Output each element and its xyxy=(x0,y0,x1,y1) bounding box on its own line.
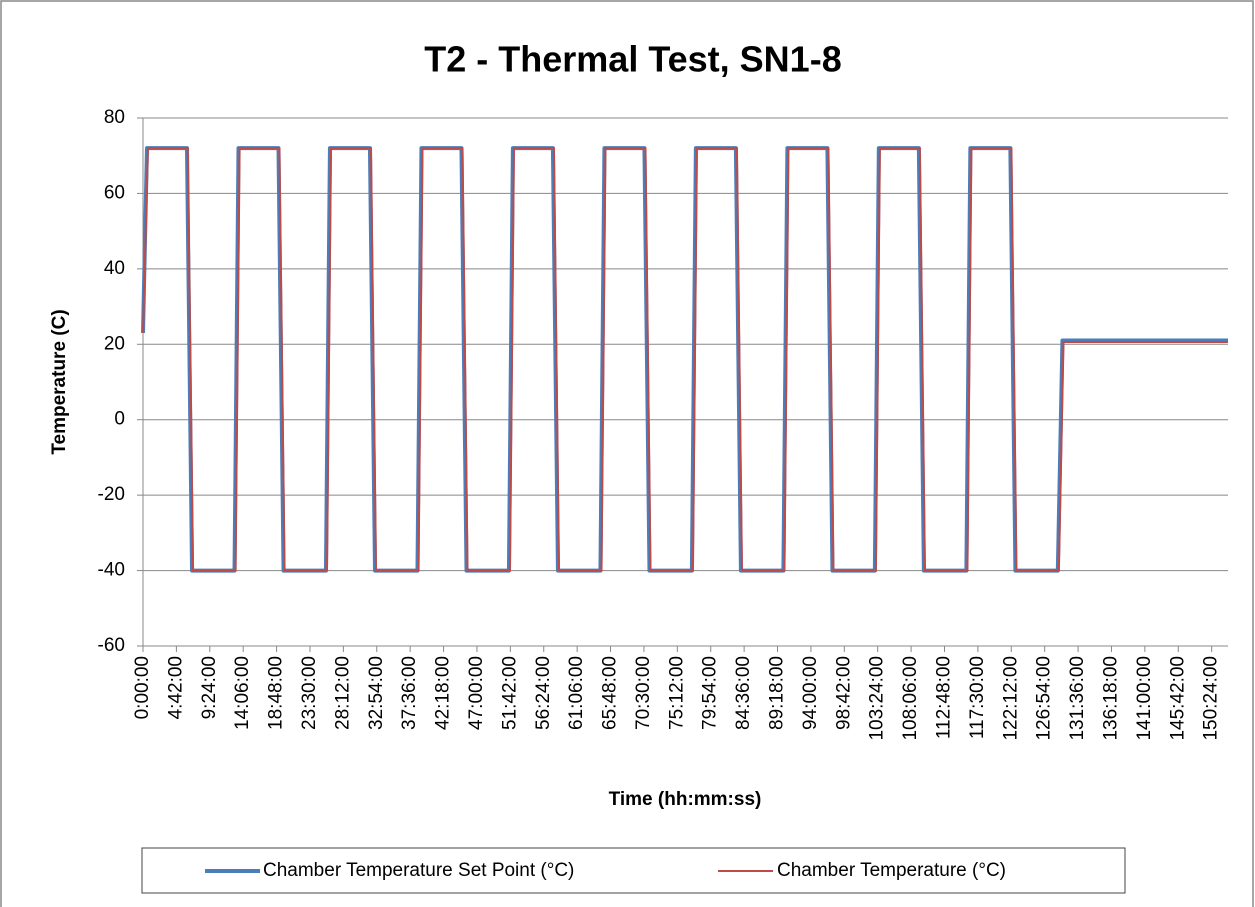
x-tick-label: 94:00:00 xyxy=(800,656,821,730)
y-axis-title: Temperature (C) xyxy=(49,309,70,454)
x-tick-label: 141:00:00 xyxy=(1134,656,1155,741)
x-tick-label: 61:06:00 xyxy=(566,656,587,730)
x-tick-label: 14:06:00 xyxy=(232,656,253,730)
x-tick-label: 4:42:00 xyxy=(165,656,186,719)
y-tick-label: 80 xyxy=(104,107,125,128)
x-tick-label: 84:36:00 xyxy=(733,656,754,730)
x-tick-label: 0:00:00 xyxy=(132,656,153,719)
x-tick-label: 122:12:00 xyxy=(1000,656,1021,741)
x-tick-label: 117:30:00 xyxy=(967,656,988,739)
x-tick-label: 112:48:00 xyxy=(934,656,955,739)
y-tick-label: -40 xyxy=(98,560,125,581)
x-tick-label: 126:54:00 xyxy=(1034,656,1055,741)
y-tick-label: 20 xyxy=(104,333,125,354)
x-tick-label: 89:18:00 xyxy=(767,656,788,730)
x-tick-label: 23:30:00 xyxy=(299,656,320,730)
x-tick-label: 42:18:00 xyxy=(433,656,454,730)
x-tick-label: 9:24:00 xyxy=(199,656,220,719)
x-tick-label: 79:54:00 xyxy=(700,656,721,730)
x-axis-title: Time (hh:mm:ss) xyxy=(609,789,762,810)
x-tick-label: 32:54:00 xyxy=(366,656,387,730)
y-tick-label: -60 xyxy=(98,635,125,656)
x-tick-label: 47:00:00 xyxy=(466,656,487,730)
x-tick-label: 136:18:00 xyxy=(1100,656,1121,741)
x-tick-label: 37:36:00 xyxy=(399,656,420,730)
x-tick-label: 51:42:00 xyxy=(499,656,520,730)
x-tick-label: 65:48:00 xyxy=(600,656,621,730)
x-tick-label: 18:48:00 xyxy=(266,656,287,730)
x-tick-label: 145:42:00 xyxy=(1167,656,1188,741)
x-tick-label: 131:36:00 xyxy=(1067,656,1088,741)
y-tick-label: 40 xyxy=(104,258,125,279)
chart-title: T2 - Thermal Test, SN1-8 xyxy=(424,39,841,80)
series-line xyxy=(141,146,1228,573)
y-tick-label: -20 xyxy=(98,484,125,505)
x-tick-label: 75:12:00 xyxy=(666,656,687,730)
x-tick-label: 150:24:00 xyxy=(1201,656,1222,741)
x-tick-label: 108:06:00 xyxy=(900,656,921,741)
series-line xyxy=(142,147,1228,572)
legend-label: Chamber Temperature (°C) xyxy=(777,860,1006,881)
legend-label: Chamber Temperature Set Point (°C) xyxy=(263,860,574,881)
y-tick-label: 0 xyxy=(114,409,125,430)
x-tick-label: 98:42:00 xyxy=(833,656,854,730)
legend-box xyxy=(141,847,1126,894)
x-tick-label: 70:30:00 xyxy=(633,656,654,730)
x-tick-label: 56:24:00 xyxy=(533,656,554,730)
y-tick-label: 60 xyxy=(104,182,125,203)
x-tick-label: 103:24:00 xyxy=(867,656,888,741)
x-tick-label: 28:12:00 xyxy=(332,656,353,730)
